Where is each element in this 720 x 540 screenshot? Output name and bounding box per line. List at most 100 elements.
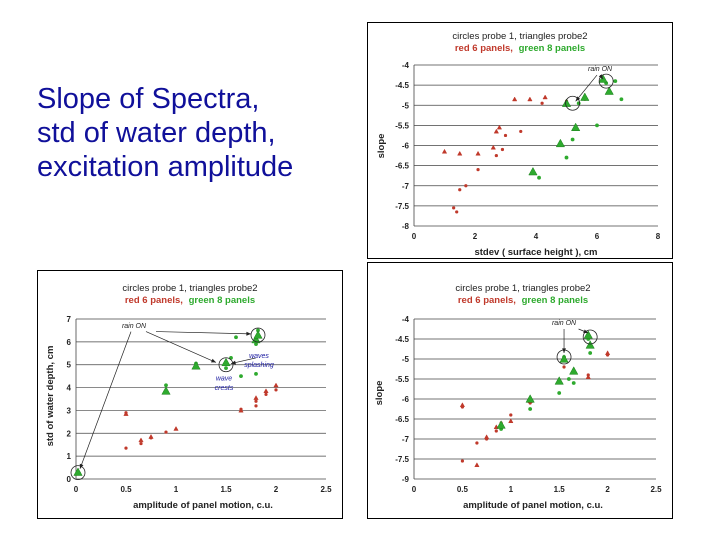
data-point-triangle <box>580 92 590 101</box>
highlight-circle <box>218 357 234 373</box>
data-point-triangle <box>221 357 231 367</box>
y-axis-label: slope <box>376 134 387 159</box>
data-point-circle <box>254 371 258 376</box>
data-point-circle <box>494 429 498 433</box>
y-tick-label: 0 <box>67 475 72 484</box>
data-point-circle <box>254 404 258 408</box>
y-tick-label: -8 <box>402 222 410 231</box>
y-tick-label: -7.5 <box>395 455 409 464</box>
data-point-circle <box>254 399 258 403</box>
x-axis-label: amplitude of panel motion, c.u. <box>133 500 273 511</box>
chart-title-line-2: red 6 panels, green 8 panels <box>455 43 585 54</box>
data-point-circle <box>164 430 168 434</box>
data-point-triangle <box>604 86 614 95</box>
legend-green-label: green 8 panels <box>519 43 586 54</box>
data-point-triangle <box>253 330 263 339</box>
data-point-triangle <box>459 402 466 408</box>
annotation-arrowhead <box>246 331 251 336</box>
annotation-arrowhead <box>583 329 589 334</box>
chart-title-line-1: circles probe 1, triangles probe2 <box>122 283 257 294</box>
annotation-label: rain ON <box>122 323 147 330</box>
x-tick-label: 0 <box>412 232 417 241</box>
data-point-triangle <box>490 144 496 150</box>
data-point-circle <box>164 383 168 388</box>
data-point-triangle <box>496 124 503 130</box>
data-point-triangle <box>474 462 480 468</box>
data-point-circle <box>588 351 593 355</box>
y-tick-label: -5.5 <box>395 121 409 130</box>
y-tick-label: 4 <box>67 384 72 393</box>
data-point-triangle <box>191 361 201 370</box>
data-point-circle <box>494 153 498 158</box>
annotation-label: splashing <box>244 362 274 369</box>
y-tick-label: -6.5 <box>395 162 409 171</box>
data-point-circle <box>570 137 575 142</box>
data-point-circle <box>509 413 513 417</box>
data-point-triangle <box>273 382 279 388</box>
data-point-triangle <box>527 96 533 102</box>
data-point-circle <box>476 168 480 172</box>
annotation-arrowhead <box>211 358 216 363</box>
data-point-triangle <box>148 433 154 439</box>
annotation-label: rain ON <box>552 320 577 327</box>
x-tick-label: 2.5 <box>650 485 662 494</box>
y-tick-label: 1 <box>67 452 72 461</box>
slide-title: Slope of Spectra, std of water depth, ex… <box>37 82 337 185</box>
data-point-circle <box>500 147 505 152</box>
data-point-triangle <box>555 138 566 148</box>
data-point-triangle <box>123 411 129 416</box>
x-tick-label: 1.5 <box>554 485 566 494</box>
chart-panel-slope-vs-stdev: circles probe 1, triangles probe2 red 6 … <box>367 22 673 259</box>
x-tick-label: 4 <box>534 232 539 241</box>
y-tick-label: -7 <box>402 435 410 444</box>
data-point-circle <box>458 188 462 192</box>
annotation-arrow <box>575 74 598 102</box>
data-point-circle <box>571 381 576 385</box>
chart-title-line-1: circles probe 1, triangles probe2 <box>452 31 587 42</box>
x-tick-label: 0 <box>74 485 79 494</box>
data-point-circle <box>460 459 464 463</box>
y-tick-label: -7 <box>402 182 410 191</box>
y-tick-label: -4 <box>402 61 410 70</box>
annotation-label: wave <box>216 376 232 383</box>
highlight-circle <box>70 465 86 481</box>
data-point-circle <box>519 129 523 134</box>
data-point-circle <box>562 365 566 369</box>
data-point-circle <box>528 407 533 411</box>
data-point-triangle <box>441 148 448 154</box>
chart-slope-vs-stdev: circles probe 1, triangles probe2 red 6 … <box>376 31 661 258</box>
data-point-triangle <box>525 394 535 403</box>
data-point-circle <box>139 441 143 446</box>
y-tick-label: -4.5 <box>395 335 409 344</box>
y-axis-label: std of water depth, cm <box>45 346 56 447</box>
y-tick-label: -6 <box>402 142 410 151</box>
data-point-triangle <box>238 407 244 413</box>
x-axis-label: stdev ( surface height ), cm <box>474 247 597 258</box>
data-point-triangle <box>528 166 538 176</box>
data-point-circle <box>540 101 544 105</box>
data-point-triangle <box>542 94 548 100</box>
x-tick-label: 0.5 <box>457 485 469 494</box>
x-tick-label: 0 <box>412 485 417 494</box>
chart-slope-vs-amplitude: circles probe 1, triangles probe2 red 6 … <box>374 283 662 511</box>
data-point-circle <box>475 441 479 445</box>
data-point-circle <box>613 79 618 83</box>
annotation-arrowhead <box>598 74 604 80</box>
data-point-circle <box>455 210 459 214</box>
data-point-circle <box>254 342 258 347</box>
data-point-triangle <box>569 366 579 375</box>
x-tick-label: 1 <box>509 485 514 494</box>
annotation-arrowhead <box>562 348 566 353</box>
x-tick-label: 0.5 <box>120 485 132 494</box>
data-point-triangle <box>585 374 591 380</box>
y-tick-label: 5 <box>67 361 72 370</box>
highlight-circle <box>582 329 598 345</box>
x-tick-label: 2.5 <box>320 485 332 494</box>
y-tick-label: -5.5 <box>395 375 409 384</box>
y-tick-label: -4 <box>402 315 410 324</box>
y-tick-label: 3 <box>67 406 72 415</box>
data-point-circle <box>503 133 508 138</box>
legend-red-label: red 6 panels, <box>455 43 513 54</box>
data-point-triangle <box>138 437 144 443</box>
data-point-triangle <box>583 330 593 339</box>
